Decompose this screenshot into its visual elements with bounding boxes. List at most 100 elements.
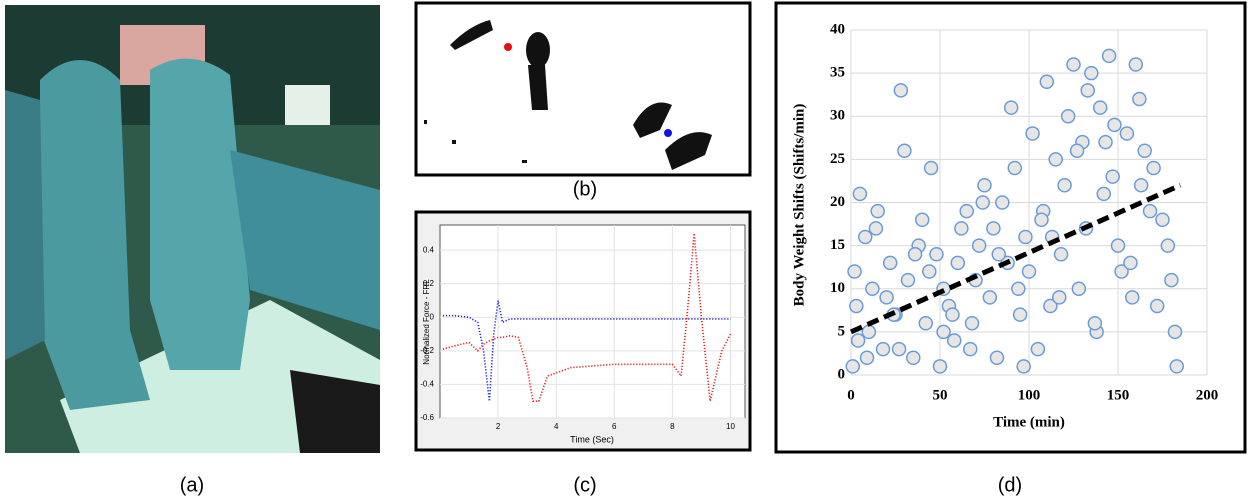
point: [1149, 298, 1165, 314]
point: [893, 83, 909, 98]
point: [918, 316, 934, 331]
point: [982, 290, 998, 305]
point: [991, 247, 1006, 262]
point: [1101, 48, 1117, 64]
blob: [424, 120, 427, 124]
point: [1021, 264, 1037, 279]
y-axis-title: Body Weight Shifts (Shifts/min): [791, 104, 807, 307]
point: [1060, 109, 1076, 124]
y-tick-label: -0.2: [420, 346, 434, 355]
point: [1084, 65, 1099, 81]
point: [1160, 238, 1176, 253]
point: [1123, 255, 1138, 271]
point: [906, 350, 921, 365]
point: [989, 350, 1005, 365]
series-line: [442, 233, 732, 403]
point: [1110, 238, 1126, 253]
point: [971, 238, 987, 253]
point: [1012, 307, 1028, 322]
y-axis-title: Normalized Force - FRL: [422, 279, 431, 365]
point: [1025, 126, 1040, 141]
point: [1011, 281, 1026, 296]
point: [859, 350, 875, 365]
point: [963, 341, 978, 357]
point: [907, 247, 923, 262]
point: [932, 359, 948, 374]
point: [922, 264, 937, 279]
point: [1137, 143, 1152, 158]
surgeon: [40, 60, 150, 410]
panel-label: (b): [573, 178, 597, 200]
point: [954, 221, 969, 236]
y-tick-label: -0.4: [420, 380, 434, 389]
point: [1057, 178, 1072, 193]
point: [945, 307, 960, 322]
x-axis-title: Time (Sec): [570, 434, 614, 444]
x-tick-label: 6: [612, 422, 617, 431]
x-tick-label: 0: [847, 387, 855, 403]
series-line: [442, 300, 731, 402]
y-tick-label: 40: [830, 21, 845, 37]
y-tick-label: 5: [838, 323, 846, 339]
point: [1053, 247, 1069, 262]
point: [870, 203, 885, 219]
point: [1146, 160, 1161, 176]
point: [1164, 272, 1179, 288]
scatter-frame: [774, 1, 1247, 454]
point: [1142, 203, 1158, 219]
plot-area: [439, 224, 746, 419]
monitor: [285, 85, 330, 125]
blob: [452, 140, 456, 144]
x-tick-label: 4: [554, 422, 559, 431]
point: [1018, 229, 1033, 245]
point: [850, 333, 866, 348]
point: [1155, 212, 1170, 227]
point: [975, 195, 990, 210]
point: [964, 316, 980, 331]
point: [1105, 169, 1120, 184]
point: [959, 203, 974, 219]
point: [950, 255, 966, 271]
blob: [633, 102, 672, 138]
point: [946, 333, 962, 348]
y-tick-label: 0: [838, 366, 846, 382]
point: [929, 247, 944, 262]
y-tick-label: 25: [830, 151, 845, 167]
point: [977, 178, 992, 193]
y-tick-label: 0.2: [423, 279, 435, 288]
point: [1128, 57, 1144, 72]
trendline: [849, 182, 1182, 335]
point: [847, 264, 862, 279]
x-tick-label: 10: [726, 422, 735, 431]
x-tick-label: 200: [1196, 387, 1219, 403]
point: [1034, 212, 1049, 227]
point: [1096, 186, 1112, 202]
point: [845, 359, 861, 374]
y-tick-label: 0.4: [423, 245, 435, 254]
x-axis-title: Time (min): [993, 414, 1065, 430]
point: [1003, 100, 1019, 115]
point: [900, 272, 916, 288]
point: [857, 229, 873, 245]
blob: [450, 20, 493, 50]
point: [1048, 152, 1063, 167]
point: [1169, 359, 1184, 374]
blob: [665, 132, 712, 170]
point: [1133, 178, 1149, 193]
point: [1071, 281, 1087, 296]
blob: [528, 65, 548, 110]
point: [1016, 359, 1031, 374]
drape: [230, 150, 380, 330]
x-tick-label: 50: [933, 387, 948, 403]
point: [1087, 316, 1103, 331]
surgeon: [150, 58, 250, 371]
center-dot: [664, 129, 672, 137]
point: [1119, 126, 1135, 141]
point: [1107, 117, 1122, 133]
panel-label: (c): [573, 474, 596, 496]
point: [1124, 290, 1140, 305]
point: [1039, 74, 1055, 89]
point: [852, 186, 868, 202]
y-tick-label: 10: [830, 280, 845, 296]
point: [923, 160, 939, 176]
